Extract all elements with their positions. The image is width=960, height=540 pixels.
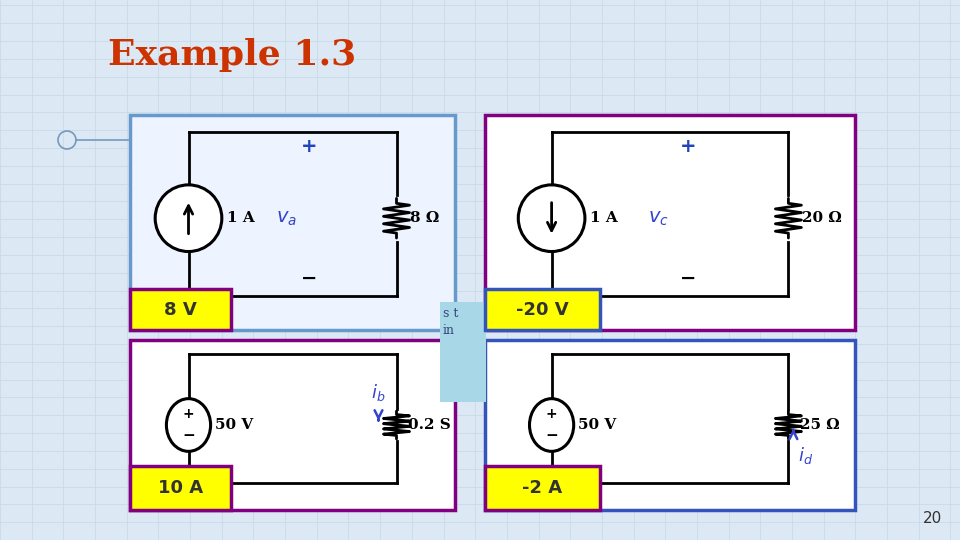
Text: $i_{b}$: $i_{b}$ [372, 382, 386, 403]
Text: −: − [681, 268, 697, 288]
Text: in: in [443, 325, 455, 338]
Text: 20: 20 [923, 511, 942, 526]
FancyBboxPatch shape [130, 289, 230, 330]
Ellipse shape [166, 399, 210, 451]
Text: s t: s t [443, 307, 458, 320]
FancyBboxPatch shape [485, 289, 600, 330]
Circle shape [156, 185, 222, 252]
Text: −: − [545, 428, 558, 442]
Text: +: + [681, 137, 697, 156]
Text: +: + [300, 137, 317, 156]
Text: −: − [182, 428, 195, 442]
Text: Example 1.3: Example 1.3 [108, 38, 356, 72]
Text: 10 A: 10 A [157, 479, 203, 497]
Text: 25 Ω: 25 Ω [801, 418, 840, 432]
FancyBboxPatch shape [130, 115, 455, 330]
Text: 1 A: 1 A [227, 211, 254, 225]
Text: +: + [182, 408, 194, 421]
FancyBboxPatch shape [130, 466, 230, 510]
Ellipse shape [530, 399, 574, 451]
Text: 20 Ω: 20 Ω [803, 211, 842, 225]
FancyBboxPatch shape [485, 115, 855, 330]
Circle shape [518, 185, 585, 252]
Text: 50 V: 50 V [215, 418, 252, 432]
Text: +: + [546, 408, 558, 421]
FancyBboxPatch shape [130, 340, 455, 510]
FancyBboxPatch shape [485, 466, 600, 510]
Text: 8 V: 8 V [164, 301, 197, 319]
Text: 50 V: 50 V [578, 418, 616, 432]
FancyBboxPatch shape [440, 302, 486, 402]
Text: -20 V: -20 V [516, 301, 568, 319]
Text: 0.2 S: 0.2 S [409, 418, 451, 432]
Text: 8 Ω: 8 Ω [411, 211, 440, 225]
Text: 1 A: 1 A [590, 211, 617, 225]
Text: $v_{c}$: $v_{c}$ [649, 208, 669, 228]
Text: -2 A: -2 A [522, 479, 563, 497]
Text: $v_{a}$: $v_{a}$ [276, 208, 298, 228]
Text: $i_{d}$: $i_{d}$ [799, 444, 813, 465]
FancyBboxPatch shape [485, 340, 855, 510]
Text: −: − [300, 268, 317, 288]
